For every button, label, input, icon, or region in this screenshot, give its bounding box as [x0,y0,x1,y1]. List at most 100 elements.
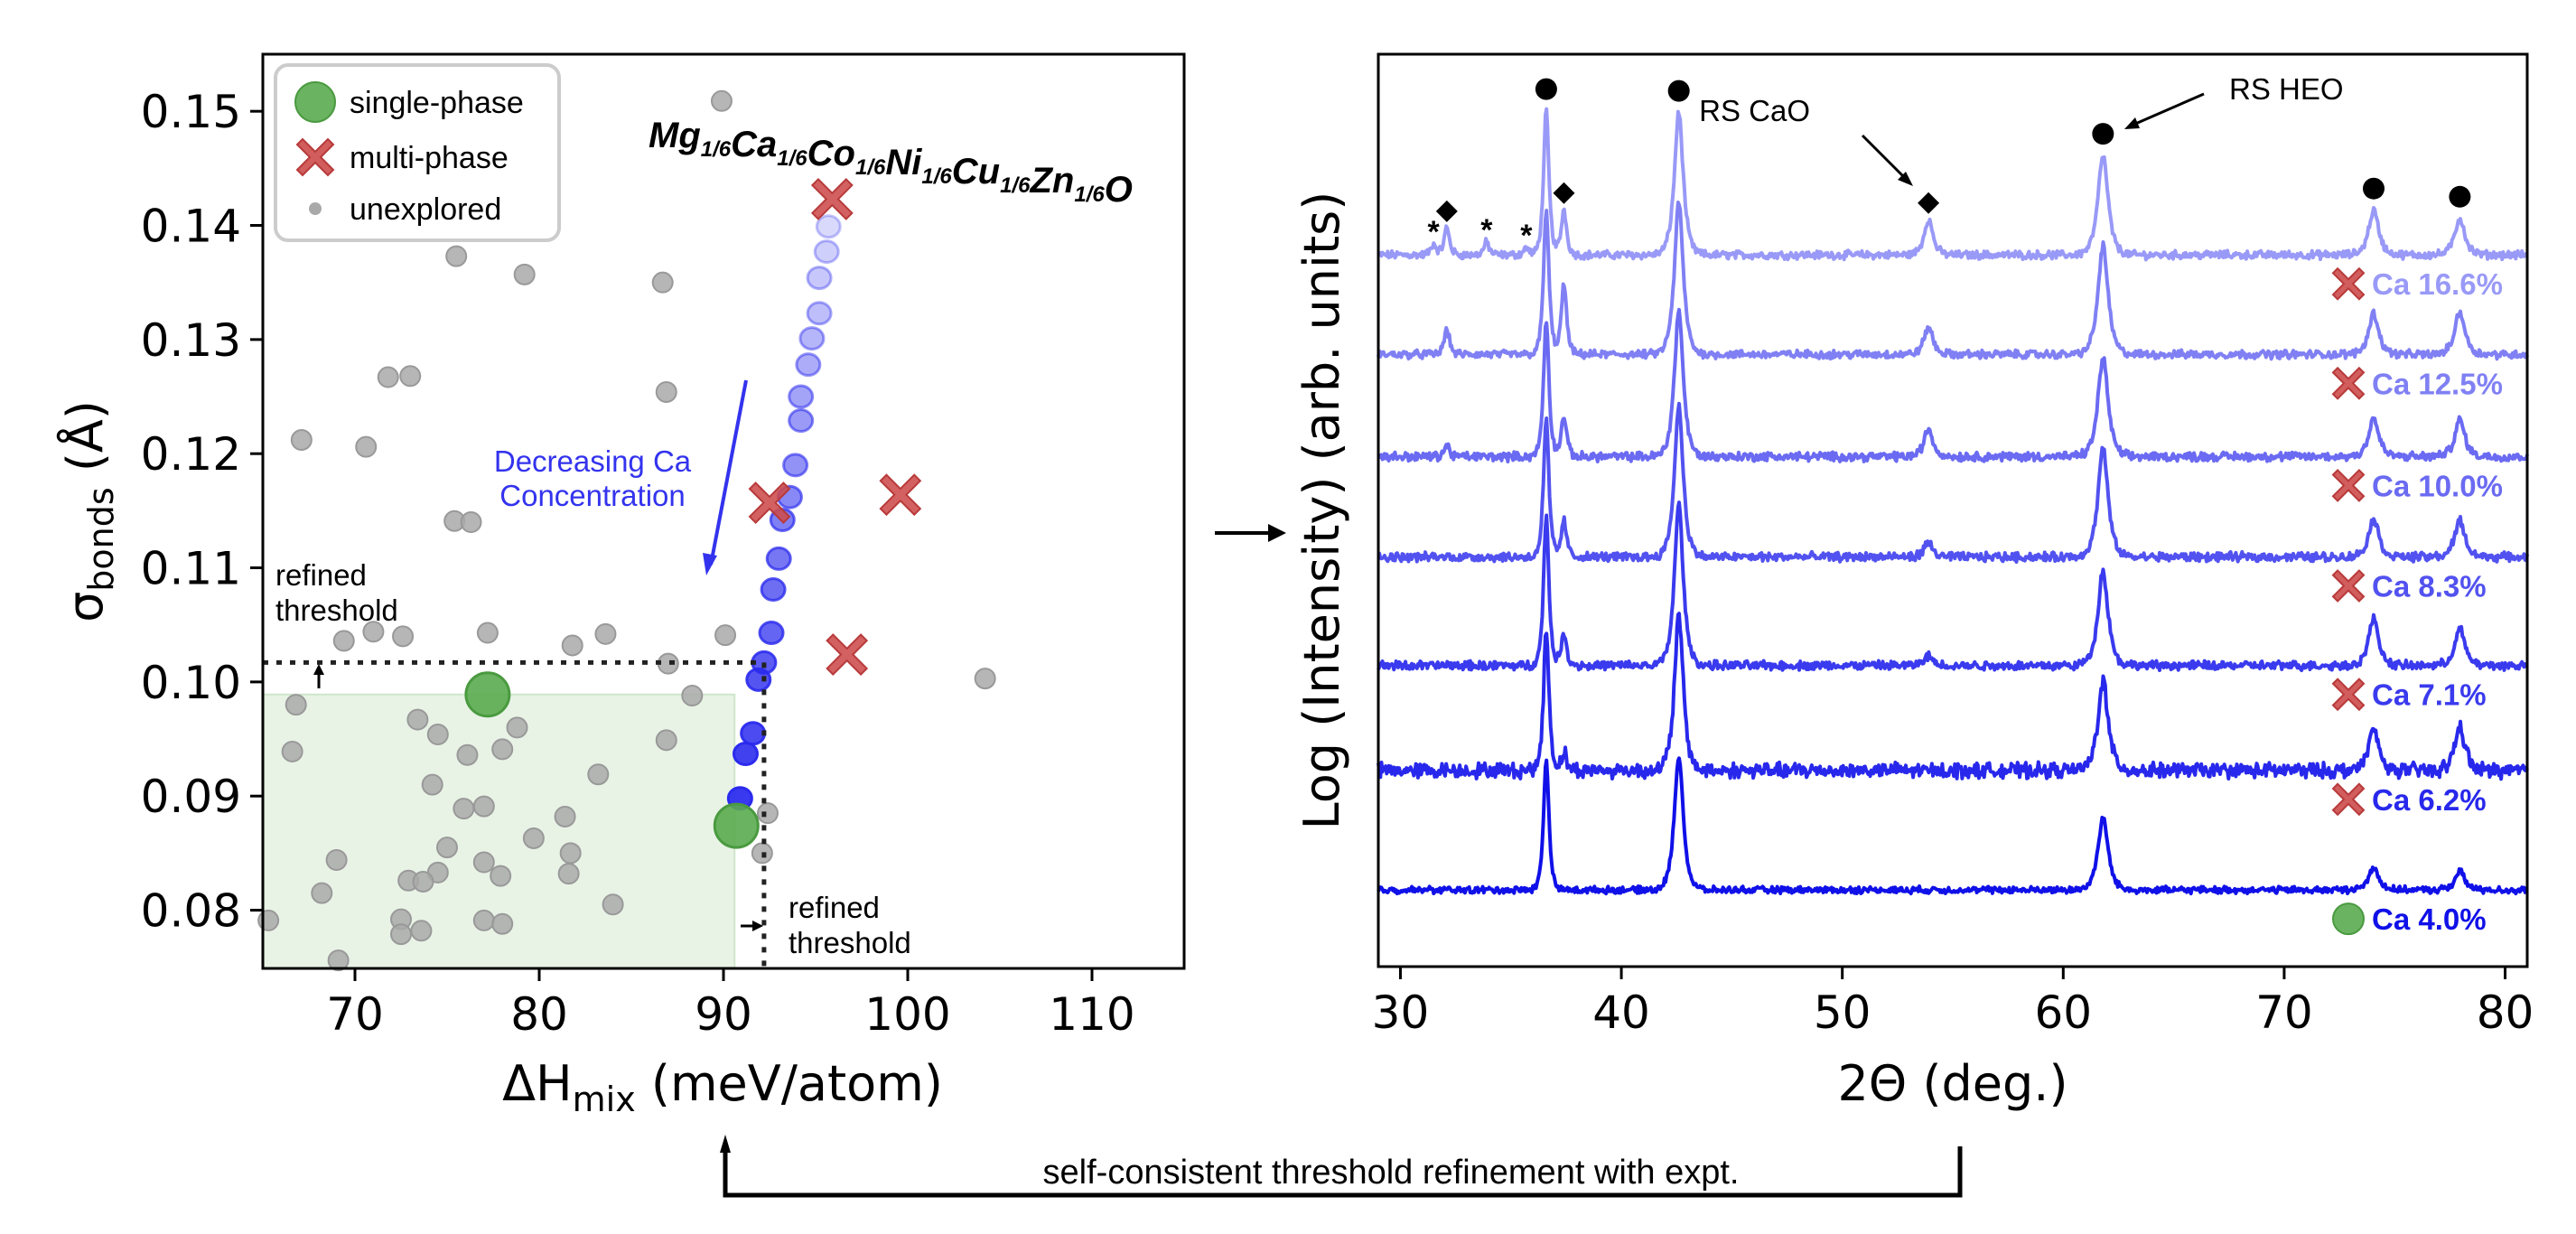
scatter-panel: 70 80 90 100 110 0.08 0.09 0.10 0.11 0.12 0.13 0.1… [56,52,1186,1119]
formula-element: Mg [649,116,701,155]
rs-cao-arrow [1861,134,1913,186]
formula-element: Cu [952,152,1000,192]
unexplored-point [602,893,624,916]
y-tick-label: 0.12 [141,428,241,481]
legend-unexplored-label: unexplored [350,192,501,227]
legend: single-phase multi-phase unexplored [274,63,561,242]
path-point [813,239,840,265]
multi-phase-x-icon [2331,266,2366,301]
x-tick-label: 80 [510,988,568,1041]
unexplored-point [392,625,415,648]
formula-subscript: 1/6 [921,164,952,189]
path-point [806,301,833,326]
unexplored-point [559,842,582,865]
single-phase-circle-icon [2332,902,2365,936]
unexplored-point [257,909,280,931]
formula-subscript: 1/6 [855,155,886,180]
unexplored-point [472,909,495,931]
formula-element: Ca [731,125,777,164]
unexplored-point [362,621,385,643]
path-point [788,408,815,434]
formula-element: Co [807,134,855,173]
unexplored-point [756,802,779,825]
path-point [795,352,822,378]
unexplored-point [436,837,458,859]
unexplored-point [406,708,429,731]
unexplored-point [327,949,350,972]
rs-cao-marker-diamond [1553,182,1575,204]
path-point [815,214,842,239]
unexplored-point [587,763,610,786]
unexplored-point [332,630,355,652]
x-tick-label: 100 [864,988,950,1041]
unexplored-point [311,882,333,904]
unexplored-point [472,851,495,874]
multi-phase-point [748,481,791,524]
unexplored-point [554,805,576,827]
rs-heo-marker-circle [1535,78,1557,100]
multi-phase-x-icon [748,481,791,524]
formula-subscript: 1/6 [701,137,732,162]
formula-subscript: 1/6 [1074,182,1105,207]
legend-unexplored-icon [309,202,322,215]
left-x-axis-label: ΔHmix (meV/atom) [502,1055,943,1119]
single-phase-point [713,802,760,849]
unexplored-point [325,848,348,871]
unexplored-point [399,365,422,388]
unexplored-point [285,694,307,716]
unexplored-point [651,271,674,294]
x-tick-label: 70 [326,988,384,1041]
unexplored-point [472,795,495,818]
rs-cao-marker-diamond [1435,200,1458,222]
left-y-axis-label: σbonds (Å) [56,400,121,622]
x-tick-label: 60 [2034,986,2092,1039]
x-shape [2331,366,2366,400]
path-point [798,326,826,351]
y-threshold-arrow [313,664,324,688]
xrd-trace [1377,107,2528,262]
multi-phase-x-icon [879,473,922,517]
x-tick-label: 110 [1049,988,1134,1041]
unexplored-point [412,870,434,893]
y-axis-ticks: 0.08 0.09 0.10 0.11 0.12 0.13 0.14 0.15 [141,86,263,938]
refinement-note: self-consistent threshold refinement wit… [1043,1154,1740,1192]
x-shape [2331,782,2366,817]
unexplored-point [657,652,679,675]
unexplored-point [974,668,996,690]
unexplored-point [421,773,443,796]
multi-phase-x-icon [2331,366,2366,400]
path-point [806,266,833,291]
y-tick-label: 0.13 [141,314,241,367]
y-threshold-label-line1: refined [275,558,367,592]
path-point [758,621,785,646]
unexplored-point [491,738,514,761]
series-label: Ca 4.0% [2372,902,2487,936]
rs-cao-marker-diamond [1918,192,1940,214]
unexplored-point [426,723,449,745]
multi-phase-point [810,178,854,220]
unexplored-point [513,263,536,285]
y-tick-label: 0.10 [141,657,241,709]
up-arrow-icon [720,1135,731,1153]
unknown-phase-star: * [1520,219,1533,253]
rs-cao-annotation: RS CaO [1699,94,1810,127]
series-labels: Ca 16.6% Ca 12.5% Ca 10.0% Ca 8.3% Ca 7.1% Ca… [2331,266,2503,936]
panel-link-arrow [1215,524,1286,542]
unexplored-point [594,622,617,645]
xrd-trace [1377,307,2529,463]
refinement-loop-bracket: self-consistent threshold refinement wit… [720,1135,1963,1198]
multi-phase-x-icon [2331,782,2366,817]
x-shape [2331,266,2366,301]
unexplored-point [714,624,737,647]
path-point [788,384,815,409]
multi-phase-x-icon [2331,468,2366,502]
xrd-trace [1377,612,2529,781]
unexplored-point [355,435,378,458]
unexplored-point [476,622,499,644]
path-point [765,546,792,571]
x-shape [2331,678,2366,712]
unexplored-point [281,740,303,762]
path-point [732,741,759,766]
formula-element: Zn [1029,161,1074,201]
